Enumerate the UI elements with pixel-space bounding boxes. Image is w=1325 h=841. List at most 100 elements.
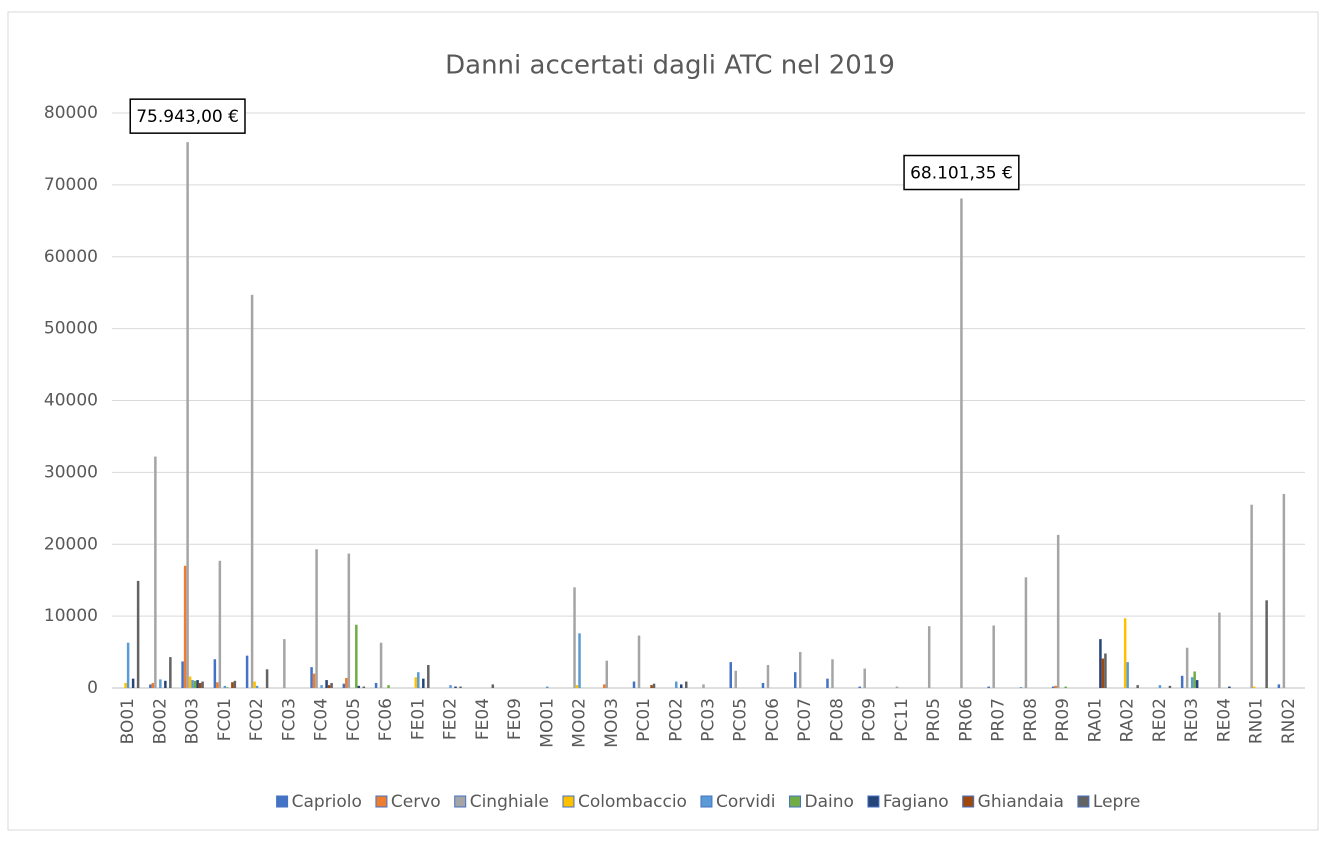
bar — [1126, 662, 1129, 688]
x-tick-label: FE01 — [408, 698, 428, 740]
x-tick-label: PC09 — [860, 698, 880, 742]
bar — [417, 672, 420, 688]
chart-frame — [7, 11, 1319, 831]
bar — [154, 456, 157, 688]
legend-label: Cervo — [391, 792, 441, 812]
bar — [1024, 577, 1028, 688]
bar — [198, 682, 202, 688]
bar — [1282, 493, 1286, 688]
x-tick-label: PR06 — [956, 698, 976, 742]
legend-label: Cinghiale — [470, 792, 549, 812]
bar — [345, 677, 348, 688]
x-tick-label: MO02 — [570, 698, 590, 748]
x-tick-label: FC06 — [376, 698, 396, 741]
bar — [325, 680, 328, 688]
bar — [231, 682, 234, 688]
bar — [226, 687, 229, 688]
bar — [1190, 677, 1194, 688]
bar — [245, 655, 249, 688]
x-tick-label: BO02 — [150, 698, 170, 744]
bar — [546, 686, 549, 688]
data-label: 75.943,00 € — [136, 107, 239, 127]
x-tick-label: FC04 — [312, 698, 332, 741]
bar — [702, 684, 705, 688]
y-tick-label: 20000 — [44, 534, 98, 554]
bar — [188, 676, 192, 688]
x-tick-label: RE04 — [1214, 698, 1234, 742]
x-tick-label: RE02 — [1150, 698, 1170, 742]
bar — [131, 678, 135, 688]
legend-swatch — [700, 795, 713, 808]
bar — [858, 686, 861, 688]
bar — [414, 677, 418, 688]
bar — [766, 665, 770, 688]
legend-label: Colombaccio — [578, 792, 687, 812]
x-tick-label: PC06 — [763, 698, 783, 742]
bar — [798, 652, 802, 688]
bar — [863, 668, 866, 688]
bar — [761, 682, 765, 688]
bar — [1099, 639, 1102, 688]
x-tick-label: MO03 — [602, 698, 622, 748]
legend-label: Daino — [805, 792, 854, 812]
legend-swatch — [789, 795, 802, 808]
y-tick-label: 40000 — [44, 391, 98, 411]
x-tick-label: RN02 — [1279, 698, 1299, 744]
legend-label: Corvidi — [716, 792, 776, 812]
x-tick-label: RE03 — [1182, 698, 1202, 742]
x-tick-label: PC03 — [699, 698, 719, 742]
legend-swatch — [962, 795, 975, 808]
bar — [265, 669, 269, 688]
bar — [675, 681, 678, 688]
y-tick-label: 80000 — [44, 103, 98, 123]
bar — [578, 633, 581, 688]
bar — [1054, 685, 1057, 688]
bar — [186, 142, 189, 689]
bar — [680, 684, 683, 688]
bar — [218, 560, 222, 688]
bar — [213, 659, 217, 688]
x-tick-label: FC05 — [344, 698, 364, 741]
bar — [575, 685, 579, 688]
bar — [1193, 671, 1196, 688]
bar — [1228, 686, 1231, 688]
bar — [327, 685, 331, 688]
bar — [992, 625, 995, 688]
bar — [1218, 612, 1221, 688]
y-tick-label: 70000 — [44, 175, 98, 195]
bar — [987, 686, 990, 688]
bar — [253, 681, 256, 688]
x-tick-label: FE02 — [441, 698, 461, 740]
bar — [387, 685, 390, 688]
bar — [1195, 680, 1199, 688]
legend: Capriolo Cervo Cinghiale Colombaccio Corvidi… — [276, 792, 1140, 812]
bar — [1064, 686, 1067, 688]
bar — [320, 685, 323, 688]
bar — [729, 662, 732, 688]
bar — [151, 682, 155, 688]
legend-swatch — [867, 795, 880, 808]
bar — [652, 683, 656, 688]
bar — [310, 667, 313, 688]
bar — [1136, 685, 1139, 688]
bar — [169, 657, 172, 688]
x-tick-label: RA01 — [1085, 698, 1105, 742]
bar — [491, 684, 495, 688]
x-tick-label: PR07 — [989, 698, 1009, 742]
bar — [1277, 684, 1281, 688]
data-label: 68.101,35 € — [910, 164, 1013, 184]
x-tick-label: FC03 — [279, 698, 299, 741]
bar — [183, 565, 187, 688]
bar — [793, 672, 797, 688]
bar — [191, 680, 194, 688]
legend-swatch — [454, 795, 467, 808]
bar — [459, 686, 462, 688]
bar — [1101, 658, 1105, 688]
x-tick-label: MO01 — [537, 698, 557, 748]
bar — [826, 678, 829, 688]
bar — [283, 639, 286, 688]
bar — [201, 681, 204, 688]
bar — [362, 686, 366, 688]
bar — [1056, 534, 1060, 688]
